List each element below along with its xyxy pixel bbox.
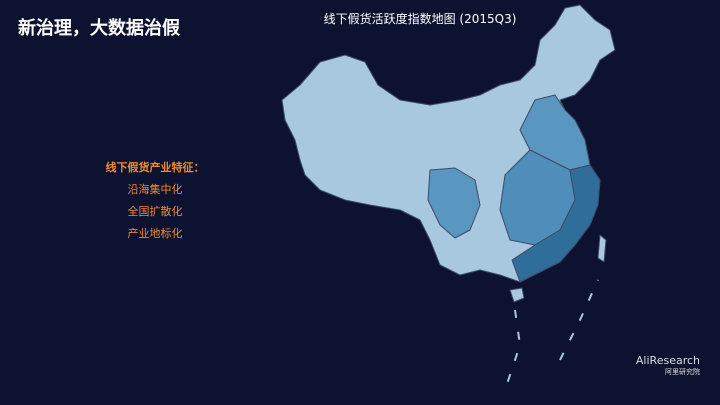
nine-dash-line — [504, 279, 599, 391]
logo-en: AliResearch — [635, 354, 700, 367]
region-sichuan — [427, 167, 481, 239]
features: 线下假货产业特征： 沿海集中化 全国扩散化 产业地标化 — [90, 157, 220, 245]
taiwan — [597, 234, 607, 263]
feature-item: 全国扩散化 — [127, 205, 183, 218]
hainan — [509, 287, 525, 303]
map-title: 线下假货活跃度指数地图 (2015Q3) — [323, 12, 517, 26]
feature-item: 沿海集中化 — [127, 183, 183, 196]
slide-title: 新治理，大数据治假 — [18, 18, 180, 39]
logo-cn: 阿里研究院 — [665, 368, 700, 376]
region-south-east — [511, 164, 601, 283]
logo: AliResearch 阿里研究院 — [636, 354, 700, 377]
features-heading: 线下假货产业特征： — [105, 161, 205, 174]
feature-item: 产业地标化 — [127, 227, 183, 240]
